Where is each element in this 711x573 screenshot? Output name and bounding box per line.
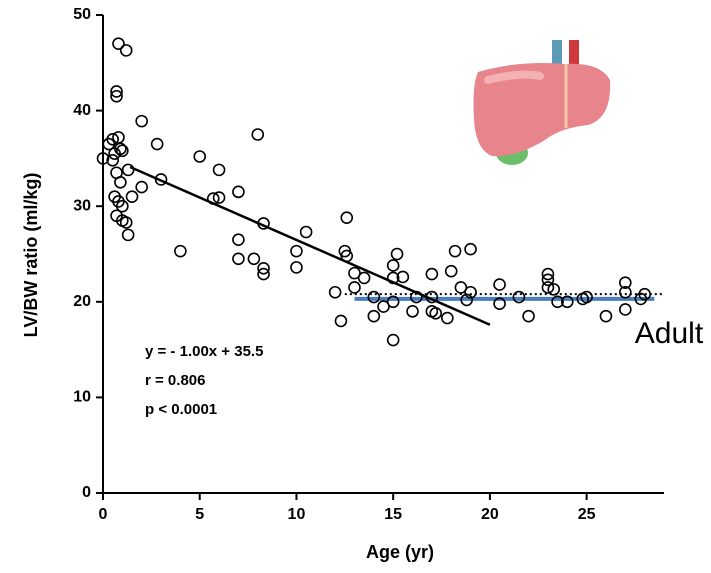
data-point (299, 225, 313, 239)
data-point (464, 285, 477, 299)
data-point (619, 285, 632, 299)
data-point (464, 242, 477, 256)
data-point (560, 295, 574, 309)
data-point (135, 114, 148, 128)
data-point (212, 163, 226, 177)
data-point (493, 297, 506, 311)
data-point (460, 293, 473, 307)
data-point (348, 266, 361, 280)
data-point (493, 278, 506, 291)
data-point (357, 271, 371, 285)
data-point (512, 290, 526, 304)
data-point (541, 281, 555, 294)
data-point (386, 295, 400, 309)
data-point (232, 233, 245, 246)
data-point (232, 185, 245, 199)
data-point (386, 333, 400, 347)
y-tick-label: 50 (73, 6, 91, 23)
data-point (441, 311, 454, 325)
data-point (150, 137, 164, 151)
data-point (116, 144, 129, 158)
data-point (367, 290, 381, 304)
data-point (257, 262, 270, 275)
data-point (328, 285, 342, 299)
data-point (367, 309, 381, 323)
stat-annotation: p < 0.0001 (145, 401, 217, 418)
x-tick-label: 20 (481, 506, 499, 523)
adult-level-label: Adult level (635, 317, 711, 350)
data-point (541, 273, 555, 287)
x-axis-label: Age (yr) (366, 542, 434, 562)
data-point (247, 252, 261, 266)
y-tick-label: 20 (73, 293, 91, 310)
data-point (116, 199, 129, 213)
y-axis-label: LV/BW ratio (ml/kg) (21, 173, 41, 338)
data-point (119, 216, 133, 229)
data-point (334, 314, 348, 328)
data-point (106, 154, 119, 167)
data-point (257, 267, 270, 281)
stat-annotation: y = - 1.00x + 35.5 (145, 343, 263, 360)
liver-icon (473, 40, 611, 165)
regression-line (129, 165, 491, 326)
data-point (193, 150, 207, 163)
data-point (119, 44, 133, 57)
data-point (112, 37, 125, 50)
data-point (110, 89, 123, 103)
data-point (135, 180, 148, 194)
data-point (290, 244, 303, 258)
data-point (619, 303, 632, 316)
data-point (348, 281, 361, 294)
data-point (551, 295, 564, 309)
data-point (619, 276, 632, 289)
data-point (377, 300, 390, 313)
data-point (110, 85, 123, 98)
data-point (212, 191, 226, 204)
data-point (290, 261, 303, 274)
data-point (580, 290, 593, 304)
data-point (251, 128, 265, 141)
data-point (599, 309, 613, 323)
data-point (106, 132, 119, 146)
data-point (425, 267, 439, 281)
stat-annotation: r = 0.806 (145, 372, 205, 389)
data-point (638, 287, 651, 301)
y-tick-label: 0 (82, 484, 91, 501)
data-point (444, 264, 458, 278)
data-point (541, 267, 555, 281)
data-point (96, 152, 110, 165)
y-tick-label: 30 (73, 197, 91, 214)
data-point (121, 228, 135, 242)
data-point (232, 252, 245, 266)
data-point (114, 142, 127, 156)
data-point (174, 244, 187, 258)
data-point (121, 163, 135, 177)
x-tick-label: 15 (384, 506, 402, 523)
data-point (396, 270, 410, 284)
x-tick-label: 10 (288, 506, 306, 523)
data-point (340, 211, 354, 224)
x-tick-label: 25 (578, 506, 596, 523)
x-tick-label: 0 (99, 506, 108, 523)
data-point (125, 190, 139, 203)
y-tick-label: 40 (73, 102, 91, 119)
data-point (547, 283, 561, 296)
data-point (454, 281, 468, 294)
data-point (114, 176, 127, 189)
y-tick-label: 10 (73, 389, 91, 406)
data-point (429, 306, 443, 320)
data-point (406, 305, 419, 318)
data-point (522, 309, 535, 323)
x-tick-label: 5 (195, 506, 204, 523)
data-point (390, 247, 404, 261)
data-point (448, 244, 462, 258)
data-point (386, 259, 400, 272)
